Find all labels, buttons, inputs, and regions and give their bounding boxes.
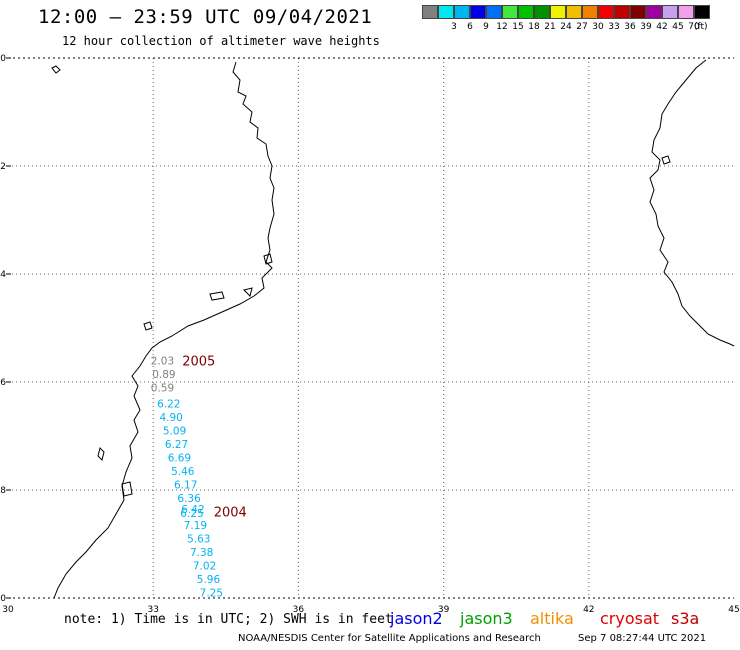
track-time-label: 2004 xyxy=(214,506,247,521)
wave-height-value: 0.59 xyxy=(151,382,174,394)
satellite-legend-jason2: jason2 xyxy=(390,609,443,628)
color-scale-swatch xyxy=(566,5,582,19)
wave-height-value: 6.17 xyxy=(174,480,197,492)
satellite-legend-jason3: jason3 xyxy=(460,609,513,628)
color-scale-swatch xyxy=(454,5,470,19)
color-scale-label: 27 xyxy=(576,22,588,32)
lon-tick-label: 33 xyxy=(147,605,158,615)
color-scale-label: 33 xyxy=(608,22,620,32)
lat-tick-label: -26 xyxy=(0,378,6,388)
wave-height-value: 6.22 xyxy=(157,399,180,411)
color-scale-swatch xyxy=(598,5,614,19)
color-scale-label: 21 xyxy=(544,22,556,32)
inland-lake xyxy=(143,321,153,331)
map-gridlines xyxy=(8,58,734,598)
color-scale-label: 42 xyxy=(656,22,668,32)
wave-height-value: 6.42 xyxy=(181,504,204,516)
color-scale-swatch xyxy=(630,5,646,19)
color-scale-swatch xyxy=(518,5,534,19)
wave-height-value: 7.19 xyxy=(184,520,207,532)
color-scale-label: 30 xyxy=(592,22,604,32)
wave-height-value: 6.36 xyxy=(177,493,201,505)
color-scale-swatch xyxy=(582,5,598,19)
wave-height-value: 4.90 xyxy=(159,412,182,424)
inland-lake xyxy=(209,291,225,301)
wave-height-value: 2.03 xyxy=(151,355,174,367)
inland-lake xyxy=(121,481,133,497)
lat-tick-label: -28 xyxy=(0,486,6,496)
wave-height-value: 5.09 xyxy=(163,426,186,438)
lat-tick-label: -24 xyxy=(0,270,6,280)
color-scale-swatch xyxy=(550,5,566,19)
color-scale-swatch xyxy=(614,5,630,19)
color-scale-swatch xyxy=(438,5,454,19)
color-scale-unit: (ft) xyxy=(694,22,708,32)
lon-tick-label: 42 xyxy=(583,605,594,615)
color-scale-label: 12 xyxy=(496,22,508,32)
lat-tick-label: -30 xyxy=(0,594,6,604)
wave-height-value: 5.46 xyxy=(171,466,195,478)
color-scale-label: 18 xyxy=(528,22,540,32)
inland-lake xyxy=(97,447,105,461)
wave-height-value: 7.38 xyxy=(190,547,213,559)
color-scale-label: 70 xyxy=(688,22,700,32)
satellite-legend-s3a: s3a xyxy=(671,609,700,628)
coastline xyxy=(51,59,735,599)
page-title: 12:00 – 23:59 UTC 09/04/2021 xyxy=(38,6,373,28)
color-scale-label: 3 xyxy=(451,22,457,32)
color-scale-swatch xyxy=(534,5,550,19)
wave-height-value: 6.69 xyxy=(168,453,191,465)
note-text: note: 1) Time is in UTC; 2) SWH is in fe… xyxy=(64,612,393,627)
wave-height-value: 6.27 xyxy=(165,439,188,451)
color-scale-swatch xyxy=(502,5,518,19)
color-scale-swatch xyxy=(470,5,486,19)
wave-height-value: 7.25 xyxy=(200,588,223,600)
madagascar-coastline xyxy=(649,59,735,347)
color-scale-swatch xyxy=(678,5,694,19)
lon-tick-label: 36 xyxy=(293,605,305,615)
color-scale-label: 45 xyxy=(672,22,684,32)
color-scale-swatch xyxy=(486,5,502,19)
color-scale-label: 39 xyxy=(640,22,652,32)
lon-tick-label: 30 xyxy=(2,605,14,615)
inland-lake xyxy=(51,65,61,74)
inland-lake xyxy=(243,287,253,297)
page-subtitle: 12 hour collection of altimeter wave hei… xyxy=(62,34,380,48)
color-scale-label: 36 xyxy=(624,22,636,32)
footer-timestamp: Sep 7 08:27:44 UTC 2021 xyxy=(578,633,707,644)
color-scale-swatch xyxy=(694,5,710,19)
color-scale-swatch xyxy=(422,5,438,19)
color-scale-swatch xyxy=(646,5,662,19)
color-scale-label: 6 xyxy=(467,22,473,32)
footer-credit: NOAA/NESDIS Center for Satellite Applica… xyxy=(238,633,541,644)
altimeter-tracks: 2.03 0.890.59 2005 6.224.90 5.096.27 6.695.46… xyxy=(151,354,247,599)
lon-tick-label: 39 xyxy=(438,605,450,615)
wave-height-value: 6.25 xyxy=(180,508,203,520)
lat-tick-label: -22 xyxy=(0,162,6,172)
track-time-label: 2005 xyxy=(182,354,215,369)
lat-tick-label: -20 xyxy=(0,54,6,64)
inland-lake xyxy=(263,253,273,265)
wave-height-value: 5.96 xyxy=(197,574,221,586)
wave-height-value: 5.63 xyxy=(187,534,210,546)
color-scale-label: 15 xyxy=(512,22,524,32)
wave-height-value: 7.02 xyxy=(193,561,216,573)
map-axes: 30 33 36 39 42 45 -20 -22 -24 -26 -28 -30 xyxy=(0,54,740,615)
satellite-legend-altika: altika xyxy=(530,609,574,628)
wave-height-value: 0.89 xyxy=(152,369,175,381)
color-scale-label: 24 xyxy=(560,22,572,32)
color-scale-swatch xyxy=(662,5,678,19)
island xyxy=(661,155,671,165)
satellite-legend-cryosat: cryosat xyxy=(600,609,660,628)
color-scale-label: 9 xyxy=(483,22,489,32)
lon-tick-label: 45 xyxy=(728,605,739,615)
